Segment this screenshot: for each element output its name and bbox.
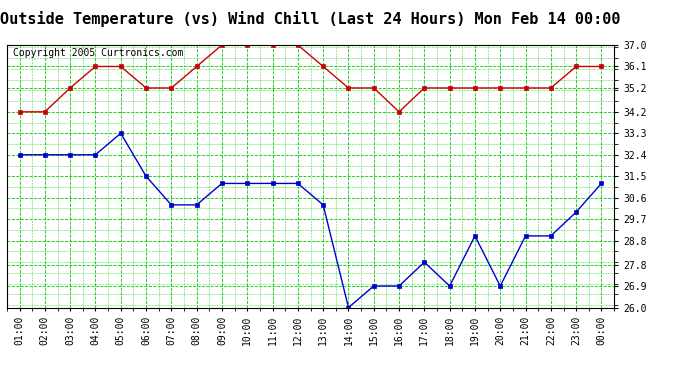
Text: Copyright 2005 Curtronics.com: Copyright 2005 Curtronics.com xyxy=(13,48,184,58)
Text: Outside Temperature (vs) Wind Chill (Last 24 Hours) Mon Feb 14 00:00: Outside Temperature (vs) Wind Chill (Las… xyxy=(0,11,621,27)
